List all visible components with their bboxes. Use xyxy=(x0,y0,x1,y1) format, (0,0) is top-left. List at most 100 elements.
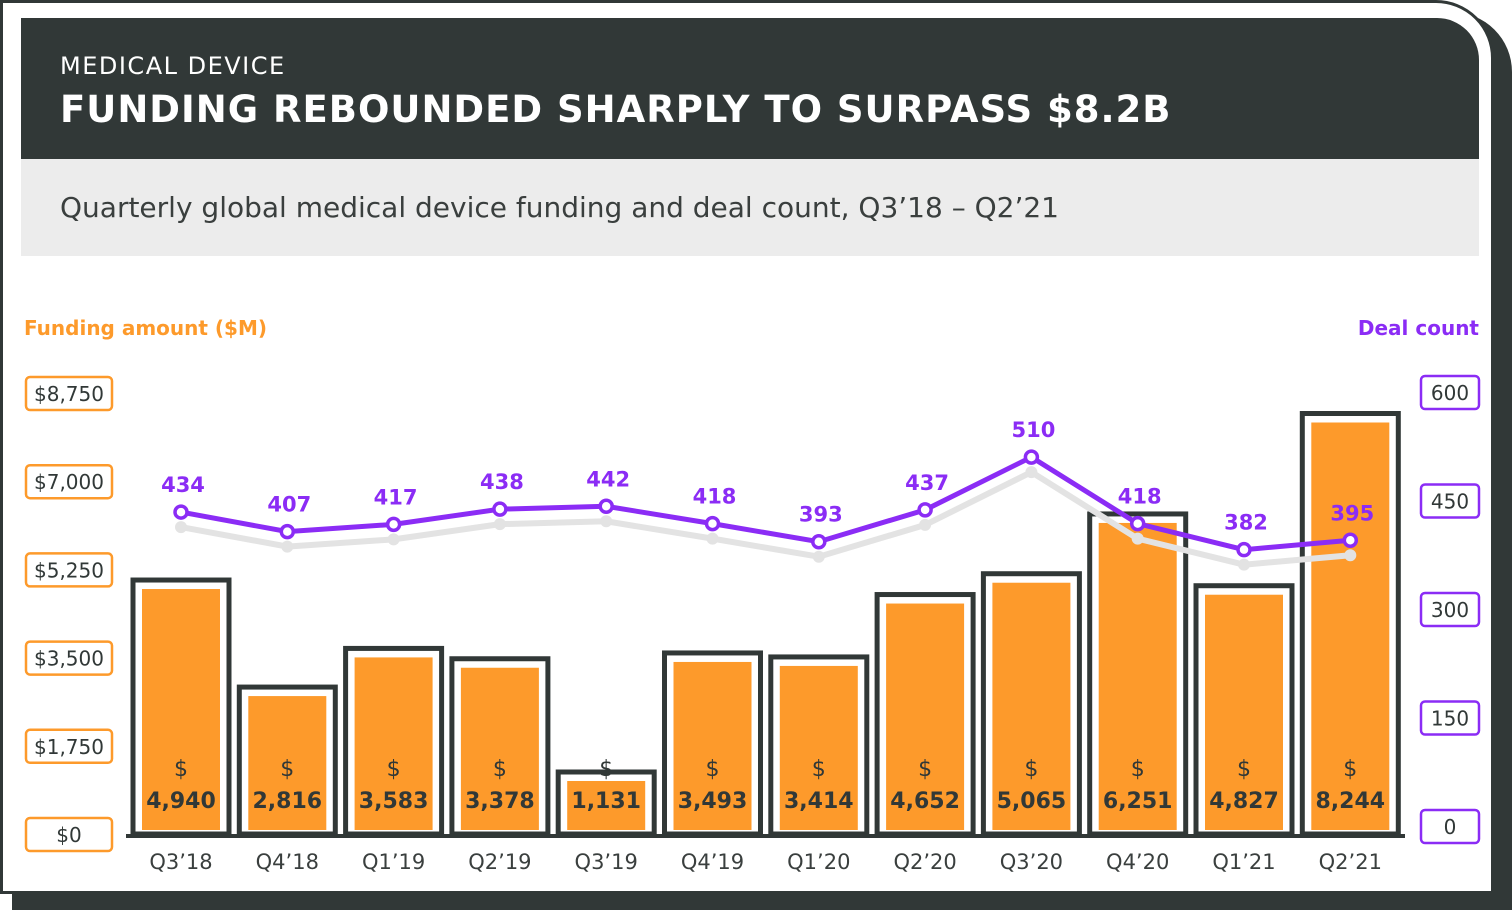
deal-count-point xyxy=(173,504,189,520)
bar-label-prefix: $ xyxy=(280,757,294,782)
x-tick-label: Q2’19 xyxy=(468,850,531,874)
deal-count-label: 395 xyxy=(1330,501,1374,525)
left-tick-label: $5,250 xyxy=(34,558,104,582)
bar-group: $3,583 Q1’19 xyxy=(343,645,445,874)
deal-count-label: 407 xyxy=(267,493,311,517)
bar-data-label: 8,244 xyxy=(1316,789,1386,814)
bar xyxy=(886,603,965,830)
bar xyxy=(1311,422,1390,830)
chart-title: FUNDING REBOUNDED SHARPLY TO SURPASS $8.… xyxy=(60,88,1172,131)
left-axis-title: Funding amount ($M) xyxy=(24,316,267,340)
bar-group: $3,493 Q4’19 xyxy=(662,650,763,874)
right-tick-box xyxy=(1419,483,1481,519)
deal-count-label: 510 xyxy=(1011,418,1055,442)
x-tick-label: Q2’21 xyxy=(1319,850,1382,874)
deal-count-line xyxy=(180,454,1351,553)
right-tick-box xyxy=(1419,374,1481,411)
bar-group: $4,652 Q2’20 xyxy=(874,592,976,874)
bar-data-label: 3,493 xyxy=(678,789,748,814)
left-tick-box xyxy=(24,552,114,588)
right-tick-label: 0 xyxy=(1444,815,1457,839)
bar-label-prefix: $ xyxy=(1343,757,1357,782)
bar xyxy=(567,780,646,830)
left-tick-box xyxy=(24,728,114,765)
bar-group: $4,940 Q3’18 xyxy=(130,577,232,874)
bar-group: $5,065 Q3’20 xyxy=(980,571,1082,874)
bar-label-prefix: $ xyxy=(1024,757,1038,782)
x-tick-label: Q1’19 xyxy=(362,850,425,874)
left-tick-box xyxy=(24,816,114,853)
right-tick-box xyxy=(1419,591,1481,628)
bar-data-label: 4,940 xyxy=(146,789,216,814)
bar-label-prefix: $ xyxy=(706,757,720,782)
eyebrow-label: MEDICAL DEVICE xyxy=(60,52,286,80)
line-shadow xyxy=(180,468,1351,568)
bar xyxy=(460,667,539,830)
deal-count-point xyxy=(1342,532,1359,549)
point-shadow xyxy=(387,533,400,546)
right-tick-label: 600 xyxy=(1431,381,1469,405)
left-tick-box xyxy=(24,463,114,500)
x-tick-label: Q4’20 xyxy=(1106,850,1169,874)
deal-count-point xyxy=(385,516,402,533)
deal-count-label: 438 xyxy=(480,470,524,494)
point-shadow xyxy=(175,521,187,534)
chart-subtitle: Quarterly global medical device funding … xyxy=(60,191,1059,224)
point-shadow xyxy=(1131,532,1144,545)
deal-count-label: 418 xyxy=(1118,485,1162,509)
bar-label-prefix: $ xyxy=(599,757,613,782)
right-tick-label: 300 xyxy=(1431,598,1469,622)
point-shadow xyxy=(1025,466,1038,479)
x-tick-label: Q3’18 xyxy=(149,850,212,874)
deal-count-label: 417 xyxy=(374,485,418,509)
bar-group: $4,827 Q1’21 xyxy=(1193,583,1295,874)
right-tick-label: 150 xyxy=(1431,707,1469,731)
deal-count-label: 393 xyxy=(799,503,843,527)
bar-group: $2,816 Q4’18 xyxy=(236,684,338,874)
bar-data-label: 3,378 xyxy=(465,789,535,814)
bar xyxy=(1098,522,1177,830)
point-shadow xyxy=(493,518,506,531)
deal-count-label: 437 xyxy=(905,471,949,495)
bar-group: $1,131 Q3’19 xyxy=(555,757,657,874)
x-tick-label: Q1’21 xyxy=(1212,850,1275,874)
deal-count-point xyxy=(598,498,614,515)
bar-group: $3,378 Q2’19 xyxy=(449,656,551,874)
bar xyxy=(1205,594,1283,830)
bar-data-label: 3,583 xyxy=(359,789,429,814)
left-tick-box xyxy=(24,375,114,412)
deal-count-point xyxy=(917,502,933,518)
left-tick-box xyxy=(24,640,114,676)
bar-data-label: 5,065 xyxy=(997,789,1067,814)
x-tick-label: Q1’20 xyxy=(787,850,850,874)
bar xyxy=(673,661,752,830)
deal-count-label: 434 xyxy=(161,473,205,497)
deal-count-label: 382 xyxy=(1224,511,1268,535)
bar-data-label: 2,816 xyxy=(253,789,323,814)
bar-group: $3,414 Q1’20 xyxy=(768,654,870,874)
left-tick-label: $0 xyxy=(56,823,81,847)
bar xyxy=(142,589,220,830)
x-tick-label: Q3’20 xyxy=(1000,850,1063,874)
bar-data-label: 6,251 xyxy=(1103,789,1173,814)
bar-label-prefix: $ xyxy=(174,757,188,782)
point-shadow xyxy=(706,532,719,545)
bar-data-label: 1,131 xyxy=(571,789,641,814)
left-tick-label: $1,750 xyxy=(34,735,104,759)
bar-data-label: 3,414 xyxy=(784,789,854,814)
point-shadow xyxy=(812,550,825,563)
deal-count-point xyxy=(704,515,721,532)
header-banner: MEDICAL DEVICE FUNDING REBOUNDED SHARPLY… xyxy=(21,18,1479,159)
bar-data-label: 4,652 xyxy=(890,789,960,814)
x-tick-label: Q4’19 xyxy=(681,850,744,874)
bar xyxy=(779,665,858,830)
right-axis-title: Deal count xyxy=(1358,316,1480,340)
deal-count-label: 418 xyxy=(693,485,737,509)
bar-label-prefix: $ xyxy=(387,757,401,782)
right-tick-box xyxy=(1419,700,1481,736)
deal-count-label: 442 xyxy=(586,467,630,491)
x-tick-label: Q4’18 xyxy=(256,850,319,874)
point-shadow xyxy=(1344,549,1357,562)
right-tick-label: 450 xyxy=(1431,490,1469,514)
